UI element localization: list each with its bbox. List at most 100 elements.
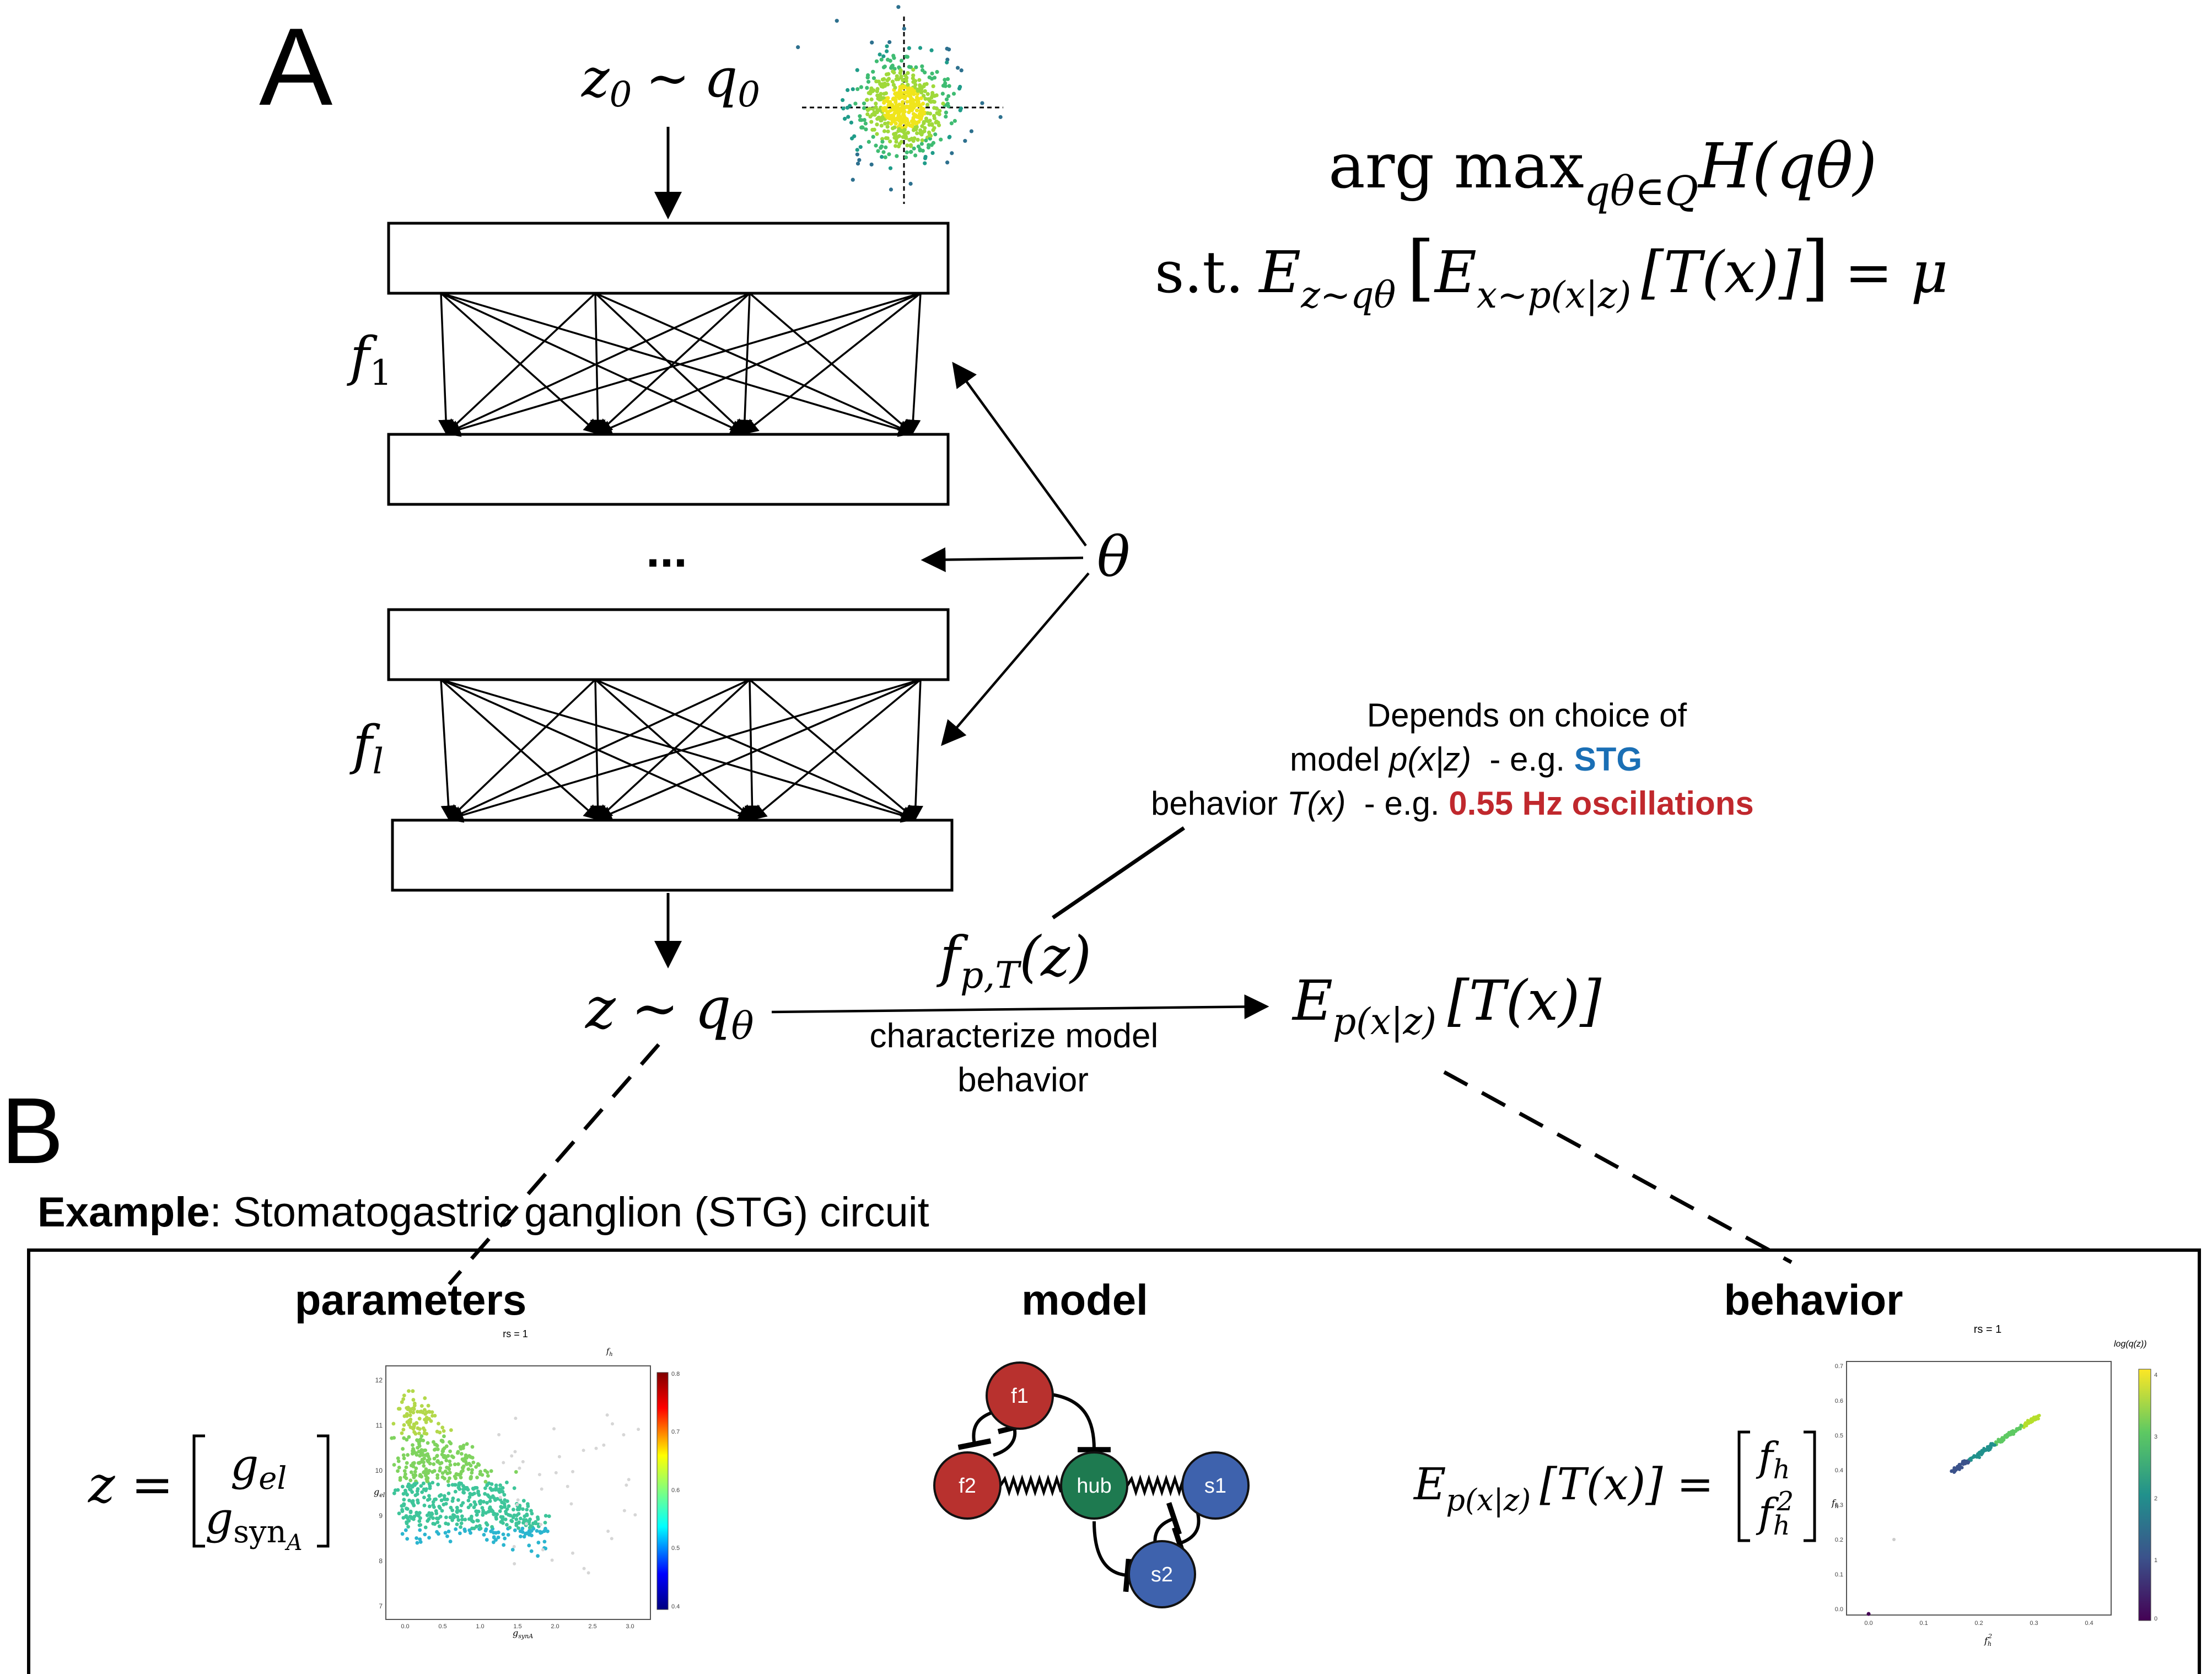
sample-point [894, 98, 898, 103]
characterize-arrow-label: fp,T(z) [936, 924, 1091, 997]
sample-point [911, 116, 916, 121]
sample-point [862, 117, 866, 122]
sample-point [886, 72, 891, 76]
scatter-point [440, 1509, 444, 1513]
sample-point [889, 66, 894, 70]
ellipsis: ... [646, 523, 687, 578]
scatter-point [412, 1449, 416, 1453]
scatter-point [521, 1517, 526, 1522]
sample-point [897, 112, 901, 116]
behavior-scatter-plot: rs = 1 log(q(z)) fh fh2 0.7 0.6 0.5 0.4 … [1831, 1323, 2157, 1648]
scatter-point [470, 1519, 474, 1523]
sample-point [841, 98, 845, 103]
scatter-point [463, 1517, 467, 1522]
scatter-point [400, 1532, 405, 1536]
sample-point [943, 78, 947, 82]
sample-point [855, 162, 860, 166]
sample-point [925, 103, 930, 107]
sample-point [894, 139, 898, 144]
theta-arrow-top [952, 362, 1087, 547]
sample-point [922, 121, 926, 126]
sample-point [853, 101, 858, 106]
scatter-point [405, 1507, 410, 1511]
scatter-point [434, 1497, 438, 1501]
scatter-point [423, 1488, 428, 1493]
sample-point [889, 121, 894, 126]
scatter-point [411, 1443, 415, 1447]
scatter-point [2009, 1433, 2012, 1436]
sample-point [879, 91, 883, 96]
scatter-point [469, 1503, 473, 1507]
scatter-point [455, 1510, 459, 1514]
sample-point [891, 83, 896, 87]
scatter-point [502, 1543, 506, 1547]
scatter-point [444, 1444, 449, 1449]
sample-point [885, 111, 890, 116]
svg-text:1.0: 1.0 [476, 1623, 484, 1630]
sample-point [921, 148, 925, 153]
svg-text:0.1: 0.1 [1835, 1571, 1843, 1578]
svg-text:7: 7 [379, 1602, 383, 1610]
sample-point [875, 122, 879, 127]
scatter-point [420, 1451, 424, 1456]
scatter-point [498, 1483, 502, 1487]
scatter-point [456, 1485, 461, 1490]
svg-text:gel: gel [230, 1439, 287, 1497]
scatter-point [455, 1515, 460, 1519]
sample-point [911, 73, 916, 78]
sample-point [911, 67, 916, 72]
scatter-point [397, 1511, 401, 1516]
scatter-point [453, 1462, 457, 1467]
scatter-point [440, 1440, 445, 1444]
scatter-point [475, 1485, 479, 1490]
sample-point [946, 94, 951, 98]
sample-point [846, 115, 851, 119]
scatter-point [520, 1526, 525, 1531]
sample-point [911, 101, 916, 105]
scatter-point [470, 1468, 474, 1472]
sample-point [870, 89, 875, 94]
scatter-point [622, 1433, 626, 1437]
sample-point [929, 48, 934, 52]
sample-point [894, 121, 898, 126]
scatter-point [477, 1524, 482, 1528]
scatter-point [543, 1546, 548, 1551]
sample-point [907, 64, 911, 69]
scatter-point [411, 1389, 415, 1393]
scatter-point [404, 1514, 408, 1518]
svg-text:Depends on choice of: Depends on choice of [1367, 697, 1687, 734]
scatter-point [418, 1427, 422, 1431]
scatter-point [418, 1540, 423, 1544]
scatter-point [582, 1449, 585, 1452]
layer-connections-1 [438, 292, 922, 437]
stg-circuit-diagram: f1 f2 hub s1 s2 [933, 1361, 1250, 1608]
sample-point [883, 99, 887, 103]
scatter-point [547, 1514, 551, 1519]
scatter-point [506, 1533, 510, 1537]
scatter-point [392, 1463, 396, 1467]
sample-point [907, 138, 912, 142]
sample-point [919, 96, 923, 100]
scatter-point [455, 1505, 459, 1510]
scatter-point [413, 1470, 417, 1474]
scatter-point [1969, 1456, 1973, 1460]
svg-text:0.7: 0.7 [1835, 1363, 1843, 1370]
scatter-point [408, 1488, 413, 1492]
connection-line [736, 293, 752, 435]
scatter-point [571, 1551, 574, 1555]
scatter-point [429, 1514, 433, 1519]
scatter-point [424, 1467, 428, 1471]
scatter-point [430, 1470, 435, 1474]
scatter-point [450, 1499, 455, 1503]
scatter-point [416, 1439, 421, 1444]
scatter-point [1960, 1462, 1964, 1466]
sample-point [910, 105, 914, 109]
scatter-point [552, 1427, 556, 1431]
scatter-point [435, 1520, 440, 1525]
sample-point [928, 111, 933, 116]
node-s1: s1 [1181, 1451, 1250, 1520]
connection-line [445, 292, 596, 435]
scatter-point [445, 1465, 449, 1470]
scatter-point [405, 1537, 410, 1541]
sample-point [905, 76, 909, 80]
